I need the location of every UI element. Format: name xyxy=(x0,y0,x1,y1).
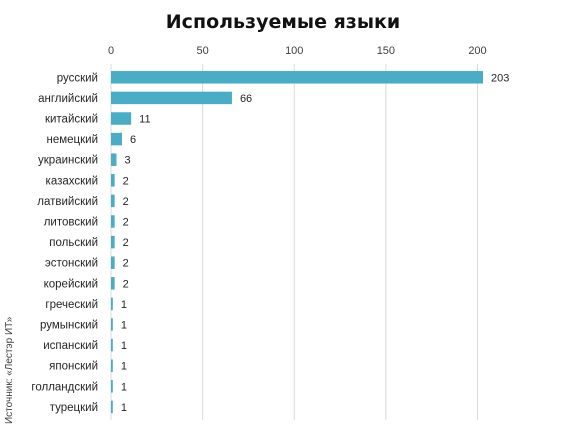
bar-12 xyxy=(111,318,113,331)
category-label: казахский xyxy=(46,175,98,187)
data-label: 2 xyxy=(123,237,129,249)
data-label: 2 xyxy=(123,175,129,187)
category-label: латвийский xyxy=(37,196,98,208)
x-tick-label: 0 xyxy=(108,45,114,57)
bar-3 xyxy=(111,132,122,146)
category-label: румынский xyxy=(40,320,98,332)
category-label: испанский xyxy=(43,340,98,352)
data-label: 3 xyxy=(124,155,130,167)
data-label: 11 xyxy=(139,114,150,126)
source-label: Источник: «Лестэр ИТ» xyxy=(4,316,15,424)
data-label: 2 xyxy=(123,278,129,290)
bar-8 xyxy=(111,235,115,249)
category-label: голландский xyxy=(31,381,98,393)
bar-6 xyxy=(111,194,115,208)
category-label: украинский xyxy=(38,155,98,167)
category-label: немецкий xyxy=(46,134,98,146)
category-label: английский xyxy=(38,93,98,105)
chart-title: Используемые языки xyxy=(166,11,400,33)
gridlines xyxy=(110,64,478,420)
bar-16 xyxy=(111,400,113,414)
bar-13 xyxy=(111,338,113,352)
category-label: китайский xyxy=(45,114,98,126)
data-label: 203 xyxy=(491,72,509,84)
category-label: японский xyxy=(49,361,98,373)
category-labels: русский английский китайский немецкий украин… xyxy=(31,72,98,414)
bar-1 xyxy=(111,91,232,105)
data-label: 1 xyxy=(121,402,127,414)
bar-7 xyxy=(111,215,115,228)
data-label: 1 xyxy=(121,320,127,332)
bar-10 xyxy=(111,277,115,290)
bar-4 xyxy=(111,153,117,166)
bar-11 xyxy=(111,297,113,311)
category-label: корейский xyxy=(44,278,98,290)
bar-0 xyxy=(111,71,483,84)
bar-5 xyxy=(111,174,115,187)
data-label: 2 xyxy=(123,217,129,229)
category-label: эстонский xyxy=(45,258,98,270)
x-axis-ticks: 0 50 100 150 200 xyxy=(108,45,487,57)
x-tick-label: 150 xyxy=(377,45,395,57)
x-tick-label: 100 xyxy=(285,45,303,57)
data-label: 1 xyxy=(121,299,127,311)
bar-15 xyxy=(111,380,113,393)
category-label: польский xyxy=(49,237,98,249)
data-label: 1 xyxy=(121,361,127,373)
data-label: 2 xyxy=(123,196,129,208)
data-label: 2 xyxy=(123,258,129,270)
category-label: русский xyxy=(57,72,98,84)
x-tick-label: 50 xyxy=(197,45,209,57)
category-label: литовский xyxy=(44,217,98,229)
data-label: 66 xyxy=(240,93,252,105)
category-label: турецкий xyxy=(50,402,98,414)
bars xyxy=(111,71,483,414)
x-tick-label: 200 xyxy=(468,45,486,57)
category-label: греческий xyxy=(45,299,98,311)
bar-14 xyxy=(111,359,113,372)
data-label: 1 xyxy=(121,381,127,393)
bar-2 xyxy=(111,112,132,125)
data-label: 6 xyxy=(130,134,136,146)
data-label: 1 xyxy=(121,340,127,352)
bar-9 xyxy=(111,256,115,269)
